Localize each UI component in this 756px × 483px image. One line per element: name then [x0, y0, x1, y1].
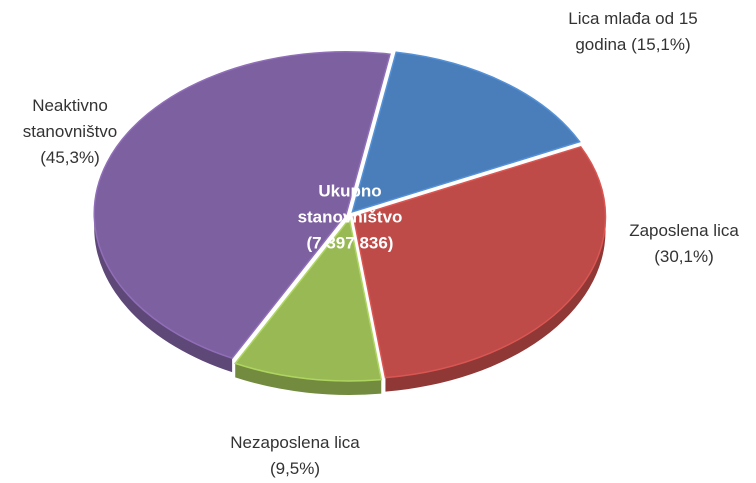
- slice-side: [385, 216, 606, 392]
- center-label: Ukupno: [318, 181, 381, 200]
- category-label: Lica mlađa od 15 godina: [568, 9, 698, 54]
- slice: [93, 51, 391, 360]
- value-label: (9,5%): [269, 459, 321, 478]
- slice-label: Zaposlena lica (30,1%): [614, 218, 754, 270]
- category-label: Zaposlena lica: [629, 221, 739, 240]
- slice: [351, 51, 581, 213]
- value-label: (30,1%): [654, 247, 714, 266]
- category-label: Nezaposlena lica: [230, 433, 360, 452]
- value-label: (45,3%): [40, 148, 100, 167]
- center-label: (7 397 836): [307, 233, 394, 252]
- value-label: (15,1%): [631, 35, 691, 54]
- slice-side: [94, 213, 233, 373]
- center-label: stanovništvo: [298, 207, 403, 226]
- slice-label: Nezaposlena lica (9,5%): [210, 430, 380, 482]
- slice-label: Lica mlađa od 15 godina (15,1%): [548, 6, 718, 58]
- slice: [233, 217, 383, 382]
- slice-label: Neaktivno stanovništvo (45,3%): [0, 93, 140, 171]
- category-label: Neaktivno stanovništvo: [22, 96, 118, 141]
- slice: [352, 145, 607, 379]
